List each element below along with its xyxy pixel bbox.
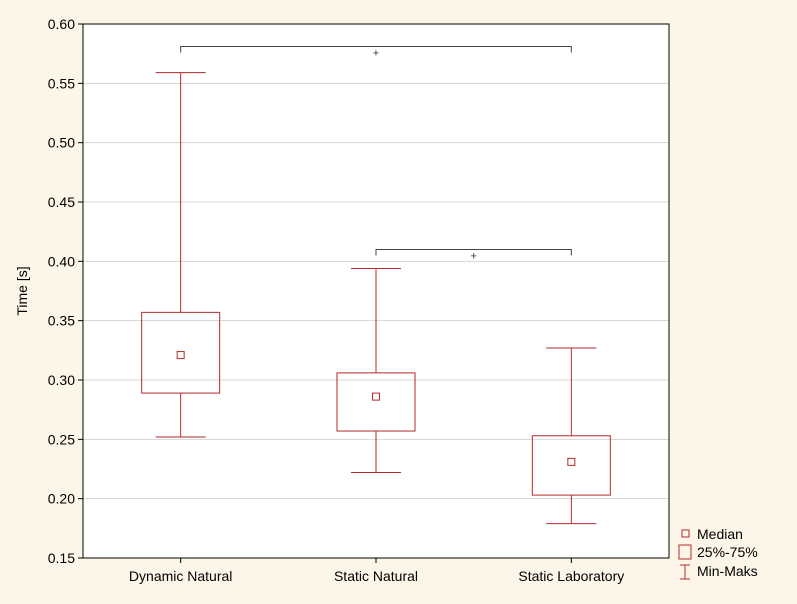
legend-median-icon (681, 529, 690, 538)
median-marker (176, 351, 185, 360)
y-tick-label: 0.55 (48, 75, 75, 91)
legend-range-icon (680, 564, 690, 580)
significance-mark: + (373, 48, 379, 60)
bracket-line (180, 46, 572, 53)
y-tick-label: 0.15 (48, 550, 75, 566)
significance-mark: + (470, 250, 476, 262)
box-static-laboratory (531, 347, 611, 525)
y-tick-label: 0.45 (48, 194, 75, 210)
median-marker (372, 392, 380, 401)
legend-label: 25%-75% (697, 544, 758, 560)
y-tick-label: 0.25 (48, 431, 75, 447)
box-dynamic-natural (141, 72, 221, 438)
bracket-line (375, 248, 572, 256)
iqr-box (336, 372, 416, 432)
iqr-box (531, 435, 611, 496)
y-tick-label: 0.30 (48, 372, 75, 388)
y-tick-label: 0.60 (48, 16, 75, 32)
legend-label: Median (697, 526, 743, 542)
y-tick-label: 0.40 (48, 253, 75, 269)
legend: Median 25%-75% Min-Maks (678, 526, 758, 580)
x-tick-label: Static Natural (334, 568, 418, 584)
box-static-natural (336, 267, 416, 474)
significance-bracket: + (375, 248, 572, 262)
significance-bracket: + (180, 46, 572, 60)
y-tick-label: 0.35 (48, 313, 75, 329)
y-tick-label: 0.20 (48, 491, 75, 507)
median-marker (567, 457, 576, 466)
y-axis-label: Time [s] (14, 266, 30, 315)
x-tick-label: Static Laboratory (518, 568, 624, 584)
legend-iqr-icon (678, 544, 692, 560)
iqr-box (141, 311, 221, 394)
legend-label: Min-Maks (697, 563, 758, 579)
y-tick-label: 0.50 (48, 135, 75, 151)
x-tick-label: Dynamic Natural (129, 568, 232, 584)
